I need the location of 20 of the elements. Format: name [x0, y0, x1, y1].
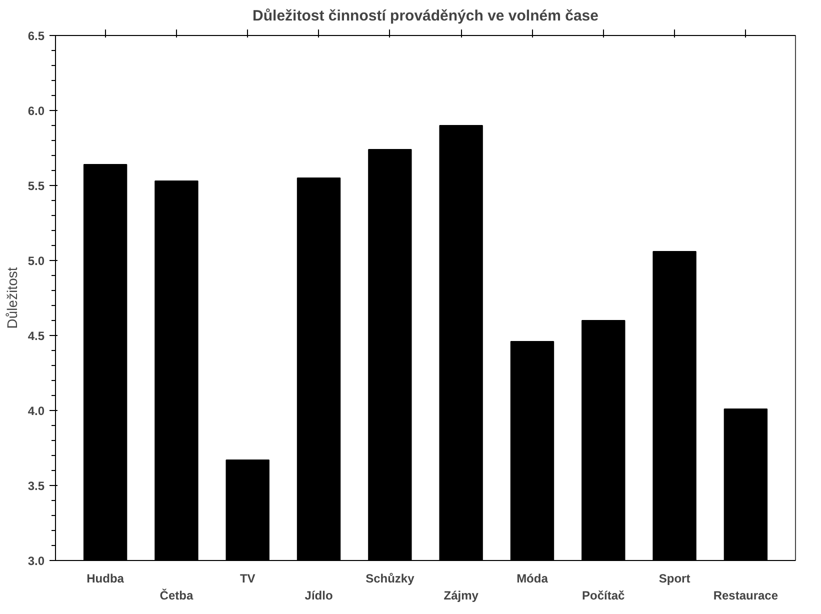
x-tick-label: Četba [160, 588, 194, 602]
y-tick-label: 6.5 [28, 29, 45, 43]
x-tick-label: Restaurace [713, 588, 778, 602]
chart-title: Důležitost činností prováděných ve volném čase [252, 8, 598, 24]
y-tick-label: 5.0 [28, 254, 45, 268]
y-tick-label: 4.0 [28, 404, 45, 418]
y-axis-title: Důležitost [4, 267, 20, 329]
y-tick-label: 6.0 [28, 104, 45, 118]
y-tick-label: 5.5 [28, 179, 45, 193]
x-tick-label: Schůzky [366, 572, 415, 586]
x-tick-label: Zájmy [444, 588, 479, 602]
y-tick-label: 3.5 [28, 479, 45, 493]
x-tick-label: Móda [516, 572, 548, 586]
x-tick-label: Počítač [582, 588, 626, 602]
x-tick-label: Sport [658, 572, 690, 586]
y-tick-label: 3.0 [28, 554, 45, 568]
x-tick-label: Jídlo [304, 588, 333, 602]
x-tick-label: TV [240, 572, 256, 586]
x-tick-label: Hudba [86, 572, 124, 586]
y-tick-label: 4.5 [28, 329, 45, 343]
